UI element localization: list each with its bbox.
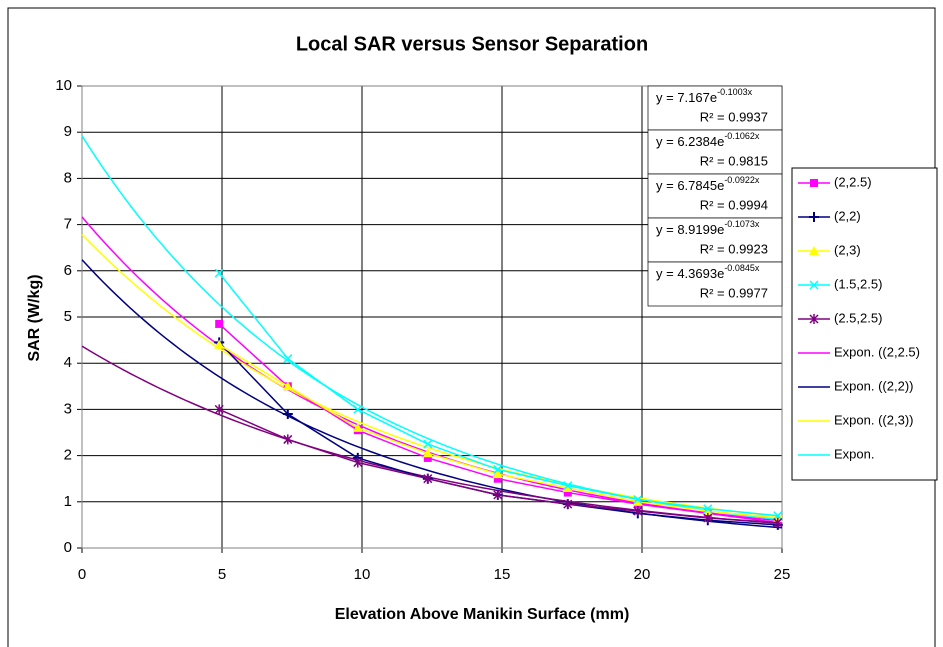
equation-base: y = 6.7845e bbox=[656, 178, 724, 193]
x-tick-label: 5 bbox=[218, 566, 226, 583]
y-axis-label: SAR (W/kg) bbox=[26, 274, 43, 361]
marker bbox=[809, 314, 819, 324]
equation-base: y = 4.3693e bbox=[656, 266, 724, 281]
marker bbox=[493, 464, 503, 474]
equation-exponent: -0.0845x bbox=[724, 263, 760, 273]
equation-exponent: -0.1062x bbox=[724, 131, 760, 141]
x-tick-label: 0 bbox=[78, 566, 86, 583]
marker bbox=[352, 422, 363, 432]
equation-exponent: -0.1073x bbox=[724, 219, 760, 229]
legend-box bbox=[791, 167, 938, 481]
x-axis-label: Elevation Above Manikin Surface (mm) bbox=[335, 606, 630, 623]
legend-label: (2,2.5) bbox=[834, 174, 872, 189]
legend-label: Expon. ((2,2)) bbox=[834, 378, 913, 393]
x-tick-label: 15 bbox=[494, 566, 511, 583]
y-tick-label: 1 bbox=[64, 493, 72, 510]
equation-base: y = 8.9199e bbox=[656, 222, 724, 237]
marker bbox=[493, 474, 502, 483]
equation-exponent: -0.0922x bbox=[724, 175, 760, 185]
y-tick-label: 5 bbox=[64, 308, 72, 325]
y-tick-label: 8 bbox=[64, 169, 72, 186]
legend-label: (2.5,2.5) bbox=[834, 310, 882, 325]
y-tick-label: 6 bbox=[64, 262, 72, 279]
r-squared: R² = 0.9994 bbox=[700, 197, 768, 212]
y-tick-label: 4 bbox=[64, 354, 72, 371]
y-tick-label: 3 bbox=[64, 400, 72, 417]
equation: y = 6.7845e-0.0922x bbox=[656, 175, 760, 193]
marker bbox=[563, 488, 572, 497]
legend-label: Expon. ((2,3)) bbox=[834, 412, 913, 427]
equation-exponent: -0.1003x bbox=[717, 87, 753, 97]
y-tick-label: 9 bbox=[64, 123, 72, 140]
marker bbox=[214, 268, 224, 278]
legend-label: (2,2) bbox=[834, 208, 861, 223]
marker bbox=[632, 496, 643, 506]
equation: y = 8.9199e-0.1073x bbox=[656, 219, 760, 237]
r-squared: R² = 0.9977 bbox=[700, 285, 768, 300]
plot-area bbox=[81, 85, 783, 549]
r-squared: R² = 0.9937 bbox=[700, 109, 768, 124]
legend-label: Expon. ((2,2.5) bbox=[834, 344, 920, 359]
marker bbox=[809, 212, 819, 222]
marker bbox=[563, 481, 573, 491]
marker bbox=[562, 482, 573, 492]
marker bbox=[702, 506, 713, 516]
marker bbox=[353, 457, 363, 468]
equation-base: y = 7.167e bbox=[656, 90, 717, 105]
r-squared: R² = 0.9923 bbox=[700, 241, 768, 256]
marker bbox=[282, 409, 293, 420]
r-squared: R² = 0.9815 bbox=[700, 153, 768, 168]
equation-box bbox=[647, 129, 783, 175]
marker bbox=[809, 280, 819, 290]
chart-title: Local SAR versus Sensor Separation bbox=[296, 33, 648, 55]
marker bbox=[493, 489, 503, 500]
y-tick-label: 7 bbox=[64, 216, 72, 233]
equation-base: y = 6.2384e bbox=[656, 134, 724, 149]
legend-label: Expon. bbox=[834, 446, 874, 461]
equation-box bbox=[647, 261, 783, 307]
marker bbox=[214, 339, 225, 349]
marker bbox=[282, 381, 293, 391]
marker bbox=[703, 512, 713, 523]
trendline bbox=[81, 234, 783, 518]
legend-label: (1.5,2.5) bbox=[834, 276, 882, 291]
marker bbox=[422, 448, 433, 458]
trendline bbox=[81, 135, 783, 521]
marker bbox=[810, 179, 818, 187]
y-tick-label: 0 bbox=[64, 539, 72, 556]
equation: y = 7.167e-0.1003x bbox=[656, 87, 753, 105]
marker bbox=[492, 469, 503, 479]
x-tick-label: 20 bbox=[634, 566, 651, 583]
marker bbox=[703, 504, 713, 514]
marker bbox=[283, 434, 293, 445]
marker bbox=[563, 499, 573, 510]
marker bbox=[773, 517, 783, 528]
marker bbox=[423, 453, 432, 462]
equation-box bbox=[647, 85, 783, 131]
marker bbox=[215, 319, 224, 328]
equation: y = 4.3693e-0.0845x bbox=[656, 263, 760, 281]
legend-label: (2,3) bbox=[834, 242, 861, 257]
x-tick-label: 25 bbox=[774, 566, 791, 583]
equation: y = 6.2384e-0.1062x bbox=[656, 131, 760, 149]
marker bbox=[773, 511, 783, 521]
marker bbox=[283, 354, 293, 364]
marker bbox=[809, 246, 819, 255]
y-tick-label: 10 bbox=[55, 77, 72, 94]
marker bbox=[633, 506, 643, 517]
y-tick-label: 2 bbox=[64, 447, 72, 464]
x-tick-label: 10 bbox=[354, 566, 371, 583]
marker bbox=[633, 494, 643, 505]
marker bbox=[423, 439, 433, 449]
marker bbox=[353, 404, 363, 414]
marker bbox=[423, 473, 433, 484]
marker bbox=[214, 404, 224, 415]
